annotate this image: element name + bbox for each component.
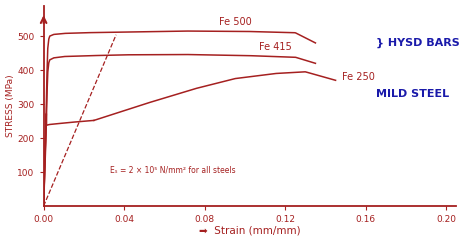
Text: Fe 500: Fe 500 <box>219 17 251 27</box>
Text: Fe 250: Fe 250 <box>342 72 374 82</box>
Text: MILD STEEL: MILD STEEL <box>376 89 449 99</box>
Text: Fe 415: Fe 415 <box>259 42 292 52</box>
Y-axis label: STRESS (MPa): STRESS (MPa) <box>6 74 15 137</box>
Text: Eₛ = 2 × 10⁵ N/mm² for all steels: Eₛ = 2 × 10⁵ N/mm² for all steels <box>110 165 236 174</box>
X-axis label: ➡  Strain (mm/mm): ➡ Strain (mm/mm) <box>199 225 301 235</box>
Text: } HYSD BARS: } HYSD BARS <box>376 38 460 48</box>
